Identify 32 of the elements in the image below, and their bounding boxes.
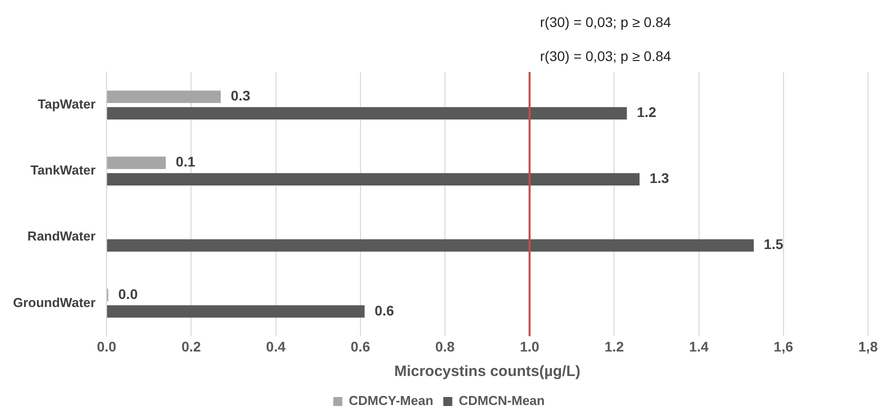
y-tick-label: RandWater bbox=[27, 228, 96, 244]
legend-label: CDMCY-Mean bbox=[348, 393, 434, 408]
x-tick-label: 0.2 bbox=[181, 338, 202, 354]
x-tick-label: 1,8 bbox=[858, 338, 878, 354]
y-tick-label: TapWater bbox=[38, 96, 96, 112]
bar bbox=[107, 107, 627, 120]
x-tick-label: 0.6 bbox=[350, 338, 370, 354]
data-label: 0.3 bbox=[230, 88, 250, 104]
data-label: 0.0 bbox=[118, 286, 138, 302]
x-axis-title: Microcystins counts(µg/L) bbox=[394, 363, 580, 380]
legend-label: CDMCN-Mean bbox=[458, 393, 545, 408]
x-tick-label: 1.4 bbox=[689, 338, 709, 354]
bar bbox=[107, 173, 640, 186]
y-tick-label: TankWater bbox=[30, 162, 96, 178]
text: r(30) = 0,03; p ≥ 0.84 bbox=[540, 48, 672, 66]
x-tick-label: 0.4 bbox=[266, 338, 286, 354]
data-label: 1.2 bbox=[636, 104, 657, 120]
data-label: 0.1 bbox=[176, 154, 196, 170]
data-label: 1.5 bbox=[764, 236, 784, 252]
bar bbox=[107, 156, 166, 170]
bar bbox=[107, 90, 221, 103]
bar bbox=[107, 239, 754, 252]
text: r(30) = 0,03; p ≥ 0.84 bbox=[540, 14, 672, 32]
x-tick-label: 0.0 bbox=[96, 338, 117, 354]
data-label: 0.6 bbox=[374, 302, 394, 318]
x-tick-label: 1.0 bbox=[520, 338, 540, 354]
data-label: 1.3 bbox=[650, 170, 670, 186]
x-tick-label: 0.8 bbox=[435, 338, 455, 354]
x-tick-label: 1.2 bbox=[604, 338, 624, 354]
x-tick-label: 1,6 bbox=[774, 338, 794, 354]
y-tick-label: GroundWater bbox=[12, 294, 96, 310]
bar bbox=[107, 305, 365, 318]
